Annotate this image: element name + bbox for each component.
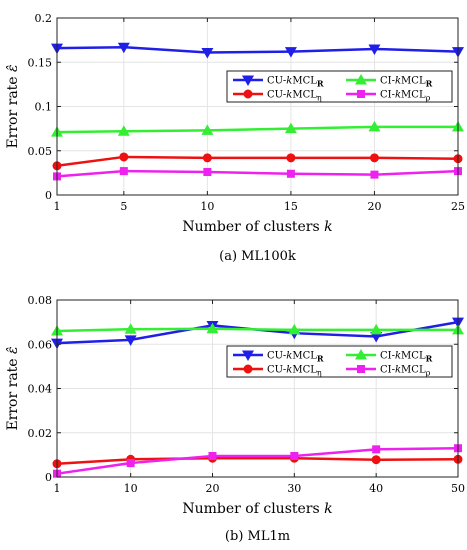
- data-point: [372, 445, 381, 454]
- x-tick-label: 20: [367, 200, 381, 213]
- data-point: [208, 451, 217, 460]
- legend-marker: [243, 364, 253, 374]
- legend-item: CU-kMCLR: [233, 75, 324, 89]
- legend: CU-kMCLR CI-kMCLR CU-kMCLη CI-kMCLρ: [226, 70, 453, 103]
- data-point: [201, 124, 214, 135]
- legend-item: CU-kMCLR: [233, 350, 324, 364]
- legend-item: CI-kMCLR: [346, 74, 433, 89]
- data-point: [124, 335, 137, 346]
- legend-item: CU-kMCLη: [233, 364, 322, 378]
- legend-label: CI-kMCLρ: [380, 90, 431, 103]
- series-line: [56, 155, 459, 168]
- series-line: [56, 446, 459, 475]
- legend-item: CI-kMCLR: [346, 349, 433, 364]
- x-tick-label: 40: [369, 482, 383, 495]
- legend-label: CU-kMCLR: [267, 76, 324, 89]
- legend-marker: [355, 74, 367, 85]
- legend-label: CU-kMCLη: [267, 90, 322, 103]
- data-point: [370, 170, 379, 179]
- chart-panel-ml1m: 1 10 20 30 40 50 0 0.02 0.04 0.06 0.08 Number of cl…: [5, 294, 465, 544]
- legend-box: [226, 70, 453, 103]
- y-tick-label: 0.1: [35, 101, 53, 114]
- series-line: [56, 169, 459, 178]
- legend: CU-kMCLR CI-kMCLR CU-kMCLη CI-kMCLρ: [226, 345, 453, 378]
- legend-item: CU-kMCLη: [233, 89, 322, 103]
- x-tick-label: 1: [54, 482, 61, 495]
- legend-label: CI-kMCLρ: [380, 365, 431, 378]
- legend-marker: [243, 89, 253, 99]
- x-tick-label: 5: [120, 200, 127, 213]
- legend-marker: [242, 350, 254, 361]
- data-point: [286, 169, 295, 178]
- data-point: [119, 152, 129, 162]
- legend-label: CU-kMCLη: [267, 365, 322, 378]
- series-line: [56, 456, 459, 465]
- data-point: [370, 323, 383, 335]
- x-tick-label: 15: [284, 200, 298, 213]
- y-tick-label: 0.04: [28, 383, 53, 396]
- x-tick-label: 10: [124, 482, 138, 495]
- y-tick-label: 0: [45, 189, 52, 202]
- x-tick-label: 10: [200, 200, 214, 213]
- legend-box: [226, 345, 453, 378]
- data-point: [370, 332, 383, 343]
- x-tick-label: 50: [451, 482, 465, 495]
- chart-caption: (b) ML1m: [225, 529, 290, 544]
- data-point: [117, 125, 130, 136]
- series-line: [56, 327, 458, 333]
- data-point: [371, 455, 381, 465]
- data-point: [368, 120, 381, 132]
- data-point: [284, 122, 297, 134]
- data-point: [201, 48, 214, 59]
- data-point: [369, 153, 379, 163]
- x-tick-label: 30: [287, 482, 301, 495]
- y-tick-label: 0.06: [28, 338, 53, 351]
- data-point: [117, 42, 130, 54]
- legend-marker: [242, 75, 254, 86]
- data-point: [202, 153, 212, 163]
- data-point: [206, 322, 219, 334]
- data-point: [368, 44, 381, 55]
- legend-item: CI-kMCLρ: [346, 365, 431, 378]
- y-axis-label: Error rate ε̂: [5, 346, 21, 430]
- legend-label: CU-kMCLR: [267, 351, 324, 364]
- chart-caption: (a) ML100k: [219, 249, 296, 264]
- x-axis-label: Number of clusters k: [182, 219, 332, 235]
- y-tick-label: 0.2: [35, 12, 53, 25]
- data-point: [284, 47, 297, 58]
- legend-label: CI-kMCLR: [380, 76, 433, 89]
- x-tick-label: 20: [205, 482, 219, 495]
- legend-marker: [355, 349, 367, 360]
- data-point: [124, 323, 137, 334]
- y-tick-label: 0.05: [28, 145, 53, 158]
- legend-label: CI-kMCLR: [380, 351, 433, 364]
- y-tick-label: 0.02: [28, 427, 53, 440]
- legend-marker: [357, 365, 365, 373]
- legend-item: CI-kMCLρ: [346, 90, 431, 103]
- data-point: [288, 323, 301, 335]
- data-point: [290, 451, 299, 460]
- legend-marker: [357, 90, 365, 98]
- y-tick-label: 0: [45, 471, 52, 484]
- data-point: [126, 459, 135, 468]
- y-axis-label: Error rate ε̂: [5, 64, 21, 148]
- series-line: [56, 45, 459, 54]
- series-line: [56, 125, 458, 134]
- y-tick-label: 0.15: [28, 56, 53, 69]
- data-point: [286, 153, 296, 163]
- y-tick-label: 0.08: [28, 294, 53, 307]
- data-point: [203, 167, 212, 176]
- data-point: [119, 167, 128, 176]
- x-axis-label: Number of clusters k: [182, 501, 332, 517]
- x-tick-label: 1: [54, 200, 61, 213]
- x-tick-label: 25: [451, 200, 465, 213]
